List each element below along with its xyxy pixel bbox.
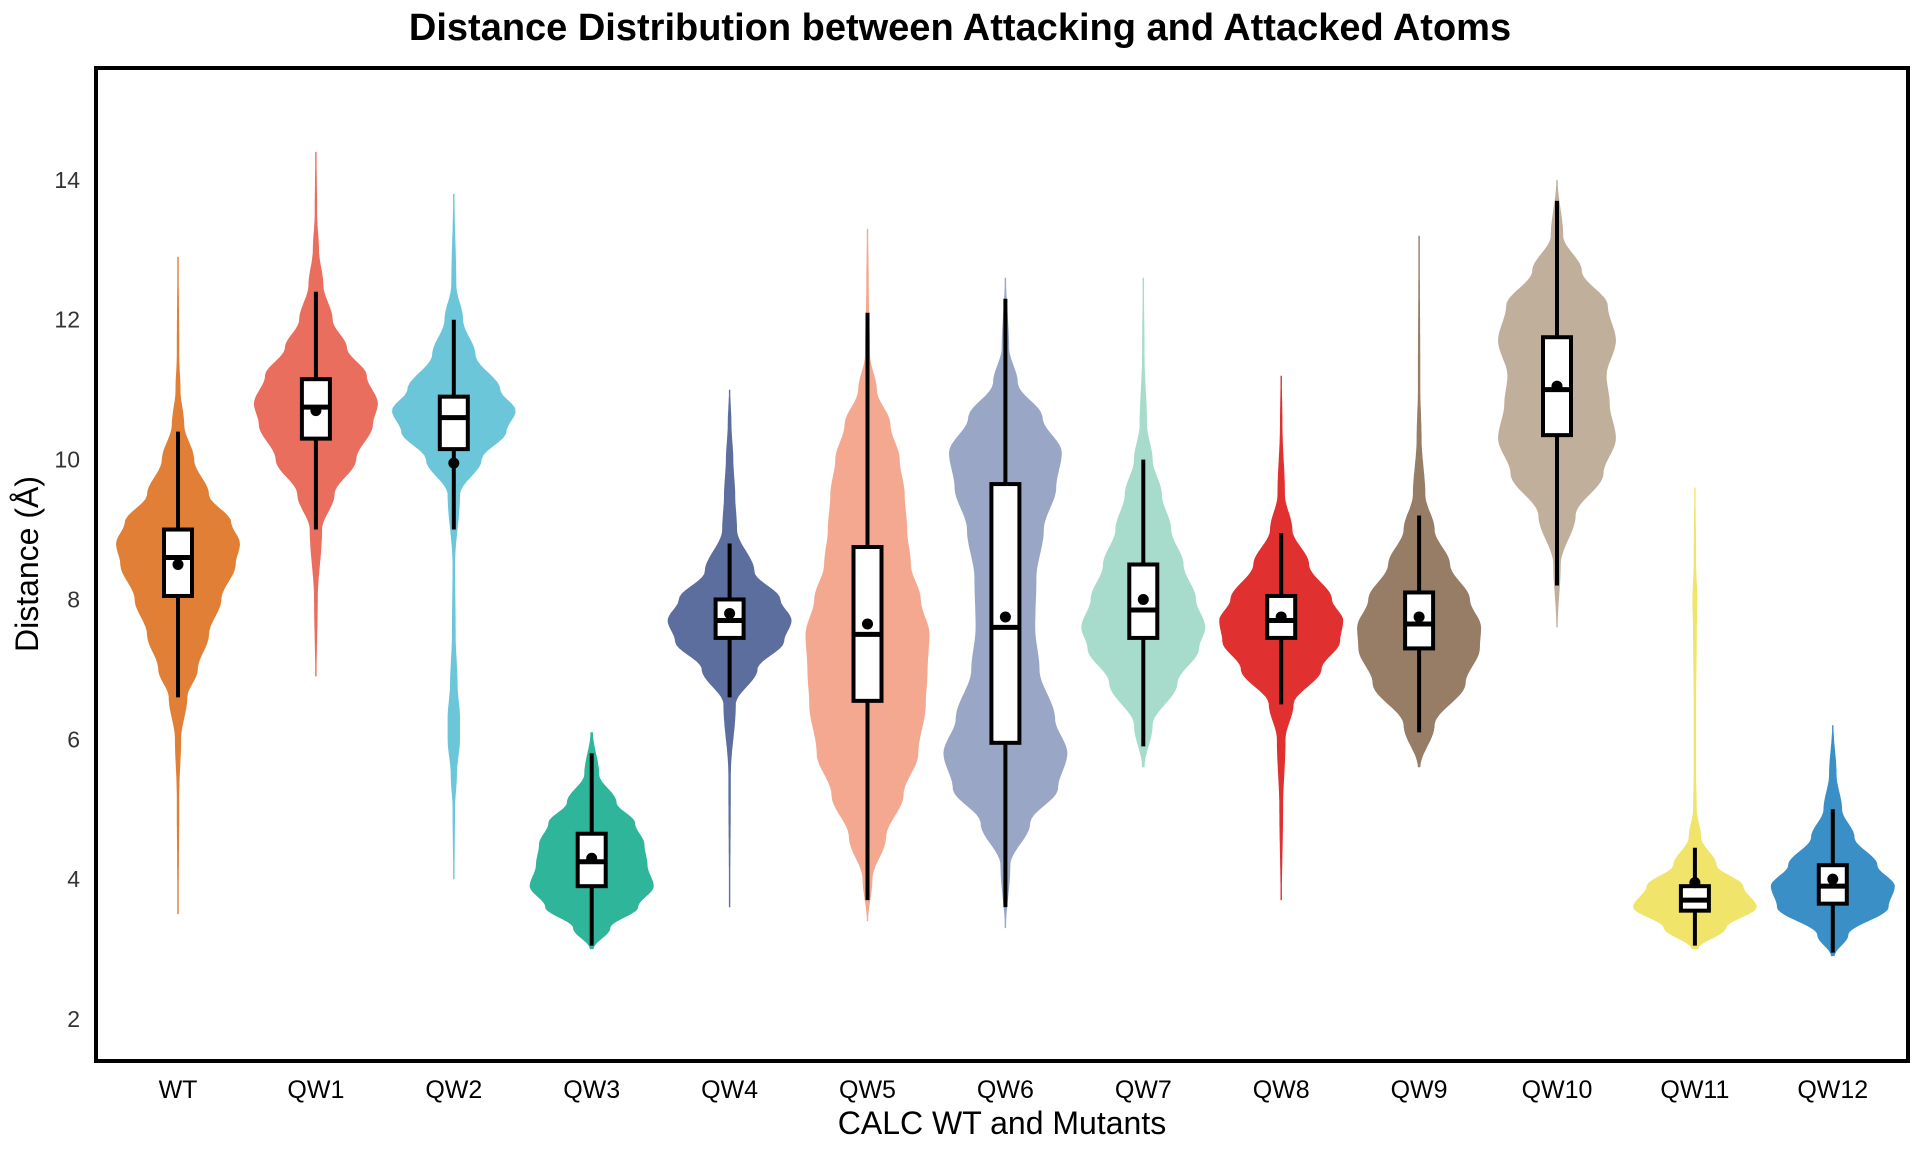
- x-tick-label: WT: [159, 1076, 198, 1104]
- y-tick-label: 10: [54, 447, 80, 473]
- y-tick-label: 2: [67, 1006, 80, 1032]
- mean-point-qw9: [1413, 611, 1425, 623]
- box-qw2: [437, 394, 470, 452]
- x-tick-label: QW12: [1797, 1076, 1868, 1104]
- violin-group-qw2: [392, 193, 516, 880]
- x-tick-label: QW6: [977, 1076, 1034, 1104]
- x-tick-label: QW5: [839, 1076, 896, 1104]
- mean-point-qw4: [724, 607, 736, 619]
- x-tick-label: QW11: [1660, 1076, 1729, 1104]
- violin-group-qw6: [943, 277, 1068, 929]
- x-tick-label: QW7: [1115, 1076, 1172, 1104]
- x-tick-label: QW2: [425, 1076, 482, 1104]
- x-axis-ticks: WT QW1 QW2 QW3 QW4 QW5 QW6 QW7 QW8 QW9 QW10 QW11 QW1…: [159, 1076, 1869, 1104]
- x-axis-title: CALC WT and Mutants: [838, 1105, 1166, 1141]
- x-tick-label: QW3: [563, 1076, 620, 1104]
- violin-group-qw5: [805, 228, 930, 922]
- violin-group-qw11: [1633, 487, 1757, 950]
- violin-group-qw8: [1219, 375, 1344, 901]
- x-tick-label: QW1: [287, 1076, 344, 1104]
- violin-group-qw9: [1357, 235, 1482, 768]
- y-tick-label: 12: [54, 307, 80, 333]
- mean-point-qw6: [999, 611, 1011, 623]
- violin-group-qw10: [1498, 179, 1616, 628]
- box-qw8: [1265, 593, 1298, 640]
- mean-point-wt: [172, 559, 184, 570]
- x-tick-label: QW4: [701, 1076, 758, 1104]
- violin-qw9: [1357, 235, 1482, 768]
- chart-title: Distance Distribution between Attacking …: [409, 7, 1511, 49]
- violin-group-qw7: [1081, 277, 1206, 768]
- mean-point-qw10: [1551, 380, 1563, 392]
- y-tick-label: 8: [67, 586, 80, 612]
- y-axis-title: Distance (Å): [9, 476, 45, 652]
- y-tick-label: 4: [67, 866, 80, 892]
- mean-point-qw3: [586, 852, 598, 864]
- violins-layer: [116, 151, 1895, 957]
- mean-point-qw2: [448, 457, 460, 469]
- x-tick-label: QW9: [1391, 1076, 1448, 1104]
- violin-qw2: [392, 193, 516, 880]
- mean-point-qw7: [1137, 593, 1149, 605]
- mean-point-qw11: [1689, 877, 1701, 889]
- x-tick-label: QW10: [1522, 1076, 1593, 1104]
- box-wt: [162, 527, 194, 598]
- plot-frame: [94, 66, 1910, 1063]
- box-qw9: [1403, 590, 1436, 651]
- violin-group-wt: [116, 256, 240, 915]
- violin-qw11: [1633, 487, 1757, 950]
- violin-group-qw3: [529, 732, 654, 950]
- violin-group-qw4: [667, 389, 792, 908]
- mean-point-qw12: [1827, 873, 1839, 885]
- y-tick-label: 6: [67, 726, 80, 752]
- violin-group-qw1: [253, 151, 378, 677]
- mean-point-qw5: [862, 618, 873, 630]
- mean-point-qw1: [310, 405, 322, 417]
- y-axis-ticks: 2 4 6 8 10 12 14: [54, 167, 80, 1032]
- mean-point-qw8: [1275, 611, 1287, 623]
- y-tick-label: 14: [54, 167, 80, 193]
- x-tick-label: QW8: [1253, 1076, 1310, 1104]
- violin-group-qw12: [1770, 725, 1895, 957]
